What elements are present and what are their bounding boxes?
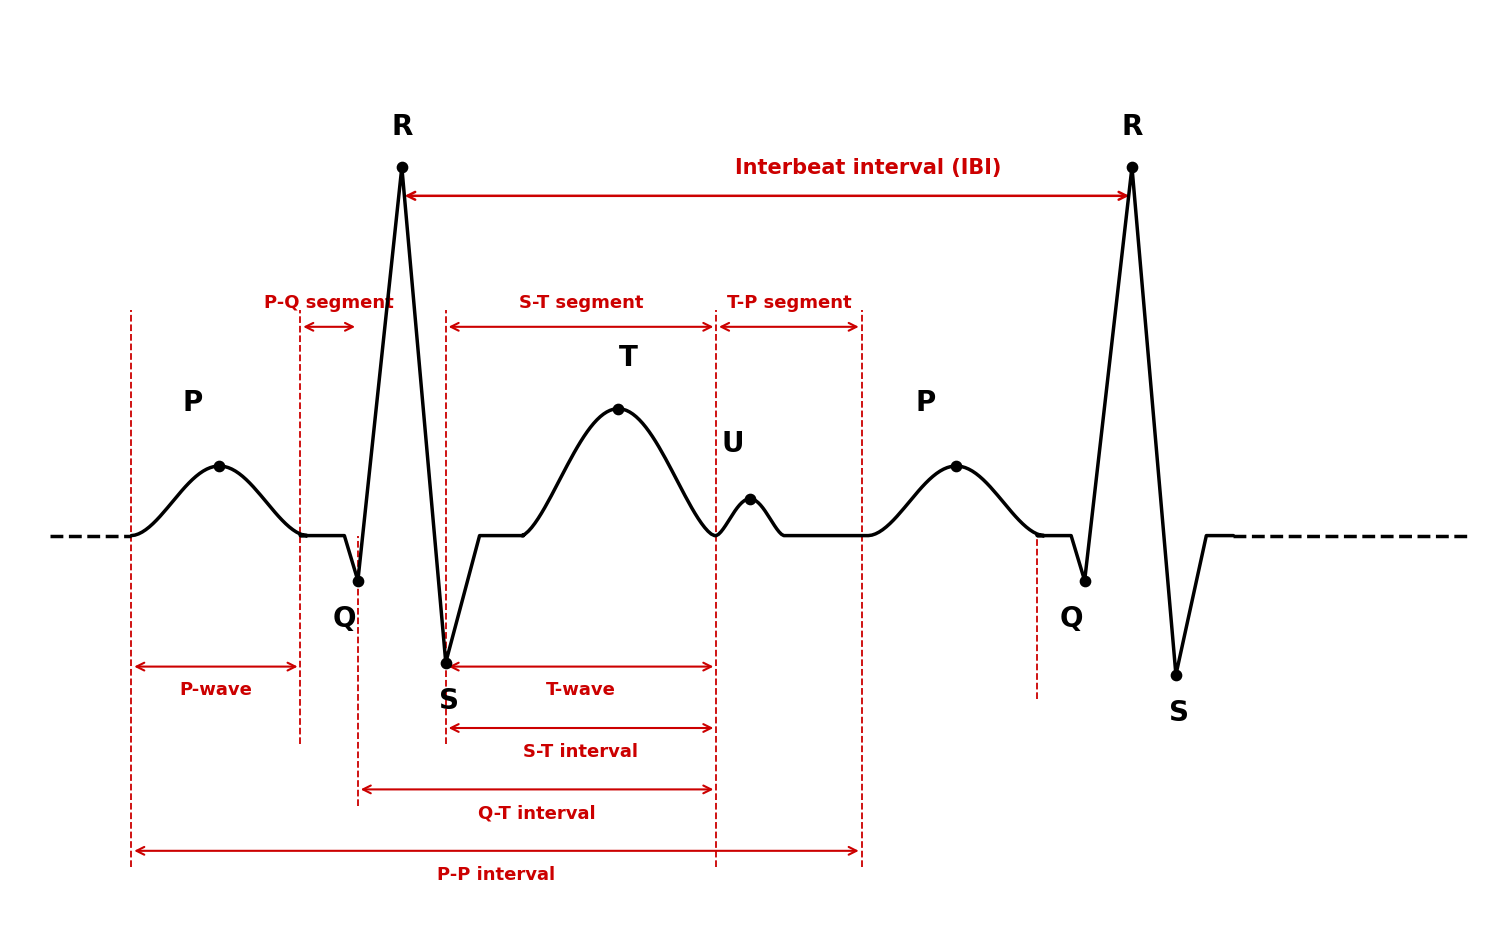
- Text: S: S: [440, 687, 459, 715]
- Point: [207, 459, 231, 473]
- Point: [1072, 573, 1096, 588]
- Text: P: P: [915, 389, 936, 417]
- Text: Q-T interval: Q-T interval: [478, 804, 596, 822]
- Text: R: R: [392, 113, 412, 141]
- Text: S-T segment: S-T segment: [519, 295, 644, 312]
- Point: [606, 402, 630, 417]
- Text: P-wave: P-wave: [180, 681, 252, 699]
- Text: S: S: [1170, 699, 1190, 727]
- Text: Interbeat interval (IBI): Interbeat interval (IBI): [735, 158, 1002, 178]
- Text: T-P segment: T-P segment: [726, 295, 850, 312]
- Point: [433, 655, 457, 670]
- Point: [1120, 159, 1144, 174]
- Text: U: U: [722, 430, 744, 458]
- Text: Q: Q: [1059, 605, 1083, 633]
- Point: [390, 159, 414, 174]
- Text: P-P interval: P-P interval: [438, 866, 555, 884]
- Text: T: T: [620, 344, 638, 372]
- Text: P-Q segment: P-Q segment: [264, 295, 394, 312]
- Text: S-T interval: S-T interval: [524, 743, 639, 761]
- Point: [738, 491, 762, 506]
- Text: P: P: [182, 389, 203, 417]
- Text: R: R: [1122, 113, 1143, 141]
- Point: [346, 573, 370, 588]
- Text: Q: Q: [333, 605, 356, 633]
- Point: [1164, 667, 1188, 682]
- Point: [944, 459, 968, 473]
- Text: T-wave: T-wave: [546, 681, 616, 699]
